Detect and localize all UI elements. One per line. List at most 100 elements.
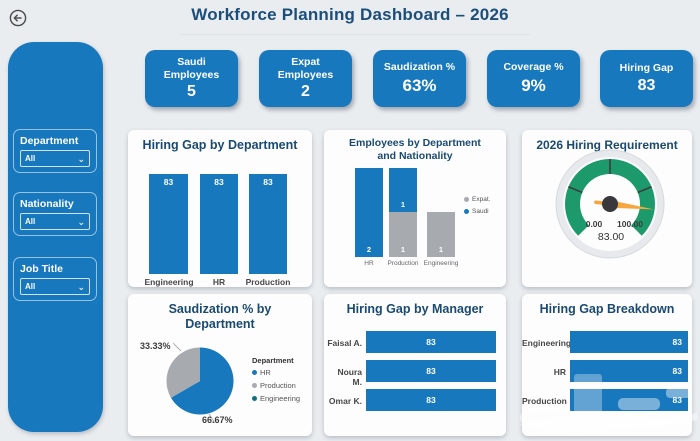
legend-label: Saudi — [472, 208, 489, 215]
legend-item-production[interactable]: Production — [252, 381, 300, 390]
chart-title: Hiring Gap by Department — [142, 138, 298, 152]
pie-label-hr: 66.67% — [202, 415, 233, 425]
kpi-card-saudization[interactable]: Saudization % 63% — [373, 50, 466, 107]
kpi-label: Saudi Employees — [163, 56, 220, 81]
gauge-tick — [568, 186, 583, 194]
kpi-value: 83 — [637, 76, 656, 94]
legend-title: Department — [252, 356, 294, 365]
chart-employees-by-dept-nationality: Employees by Department and Nationality … — [324, 130, 506, 287]
callout-line — [208, 413, 216, 424]
stack-production-saudi[interactable]: 1 — [389, 168, 417, 212]
kpi-value: 63% — [402, 75, 437, 95]
axis-label: HR — [553, 367, 566, 377]
callout-line — [172, 342, 182, 352]
chart-hiring-gap-by-department: Hiring Gap by Department 83 83 83 Engine… — [128, 130, 312, 287]
nationality-dropdown[interactable]: All ⌄ — [20, 213, 90, 230]
bar-engineering[interactable]: 83 — [149, 174, 188, 274]
chart-title: Saudization % by Department — [168, 302, 272, 331]
chart-title: Hiring Gap by Manager — [346, 302, 484, 316]
filter-group-job-title: Job Title All ⌄ — [13, 257, 97, 301]
legend-label: HR — [260, 368, 271, 377]
kpi-label: Expat Employees — [277, 56, 334, 81]
legend-label: Expat. — [472, 196, 491, 203]
chevron-down-icon: ⌄ — [77, 153, 85, 164]
kpi-value: 5 — [187, 82, 196, 100]
bar-value: 83 — [163, 177, 174, 187]
pie-slice-hr[interactable] — [171, 347, 234, 415]
bar-production[interactable]: 83 — [249, 174, 287, 274]
axis-label: Production — [245, 277, 291, 287]
pie-slice-production[interactable] — [166, 347, 200, 398]
kpi-value: 2 — [301, 82, 310, 100]
chart-title: 2026 Hiring Requirement — [536, 138, 678, 152]
stack-hr-saudi[interactable]: 2 — [355, 168, 383, 257]
pie-label-production: 33.33% — [140, 341, 171, 351]
department-dropdown[interactable]: All ⌄ — [20, 150, 90, 167]
axis-label: Engineering — [522, 338, 572, 348]
back-arrow-icon — [9, 9, 27, 27]
bar-noura[interactable]: 83 — [366, 360, 496, 382]
filter-label-nationality: Nationality — [20, 198, 74, 210]
bar-production[interactable]: 83 — [570, 389, 688, 411]
kpi-label: Coverage % — [503, 61, 564, 74]
legend-item-expat[interactable]: Expat. — [464, 196, 490, 203]
legend-label: Engineering — [260, 394, 301, 403]
stack-engineering-expat[interactable]: 1 — [427, 212, 455, 257]
segment-value: 1 — [400, 200, 406, 209]
gauge-hub — [602, 196, 618, 212]
chart-hiring-gap-breakdown: Hiring Gap Breakdown Engineering 83 HR 8… — [522, 294, 692, 436]
axis-label: Noura M. — [337, 367, 362, 387]
filter-sidebar: Department All ⌄ Nationality All ⌄ Job T… — [8, 42, 103, 432]
back-button[interactable] — [8, 8, 28, 28]
kpi-card-expat-employees[interactable]: Expat Employees 2 — [259, 50, 352, 107]
legend-dot-icon — [252, 383, 257, 388]
gauge-value-label: 83.00 — [598, 231, 624, 243]
bar-value: 83 — [426, 337, 436, 347]
bar-hr[interactable]: 83 — [570, 360, 688, 382]
legend-label: Production — [260, 381, 296, 390]
bar-hr[interactable]: 83 — [200, 174, 238, 274]
segment-value: 1 — [400, 245, 406, 254]
kpi-card-saudi-employees[interactable]: Saudi Employees 5 — [145, 50, 238, 107]
title-divider — [180, 34, 530, 35]
stack-production-expat[interactable]: 1 — [389, 212, 417, 257]
legend-item-hr[interactable]: HR — [252, 368, 300, 377]
bar-engineering[interactable]: 83 — [570, 331, 688, 353]
gauge-max-label: 100.00 — [617, 219, 643, 229]
legend-dot-icon — [464, 209, 469, 214]
kpi-label: Hiring Gap — [619, 62, 674, 75]
axis-label: Omar K. — [328, 396, 362, 406]
kpi-card-hiring-gap[interactable]: Hiring Gap 83 — [600, 50, 693, 107]
gauge-visual[interactable]: 0.00 100.00 83.00 — [540, 134, 680, 274]
segment-value: 1 — [438, 245, 444, 254]
kpi-value: 9% — [521, 75, 546, 95]
kpi-card-coverage[interactable]: Coverage % 9% — [487, 50, 580, 107]
filter-group-nationality: Nationality All ⌄ — [13, 192, 97, 236]
legend-item-saudi[interactable]: Saudi — [464, 208, 490, 215]
axis-label: Production — [387, 260, 419, 267]
axis-label: Engineering — [144, 277, 194, 287]
axis-label: Faisal A. — [327, 338, 362, 348]
bar-value: 83 — [672, 337, 682, 347]
axis-label: HR — [212, 277, 226, 287]
pie-visual — [166, 342, 234, 424]
filter-label-department: Department — [20, 135, 79, 147]
nationality-dropdown-value: All — [25, 217, 36, 226]
bar-faisal[interactable]: 83 — [366, 331, 496, 353]
legend-item-engineering[interactable]: Engineering — [252, 394, 300, 403]
page-title: Workforce Planning Dashboard – 2026 — [191, 5, 509, 24]
gauge-min-label: 0.00 — [586, 219, 603, 229]
filter-group-department: Department All ⌄ — [13, 129, 97, 173]
axis-label: Engineering — [423, 260, 459, 267]
chevron-down-icon: ⌄ — [77, 281, 85, 292]
department-dropdown-value: All — [25, 154, 36, 163]
chart-hiring-gap-by-manager: Hiring Gap by Manager Faisal A. 83 Noura… — [324, 294, 506, 436]
segment-value: 2 — [366, 245, 372, 254]
bar-value: 83 — [672, 366, 682, 376]
bar-omar[interactable]: 83 — [366, 389, 496, 411]
bar-value: 83 — [426, 366, 436, 376]
legend-dot-icon — [464, 197, 469, 202]
bar-value: 83 — [426, 395, 436, 405]
job-title-dropdown[interactable]: All ⌄ — [20, 278, 90, 295]
